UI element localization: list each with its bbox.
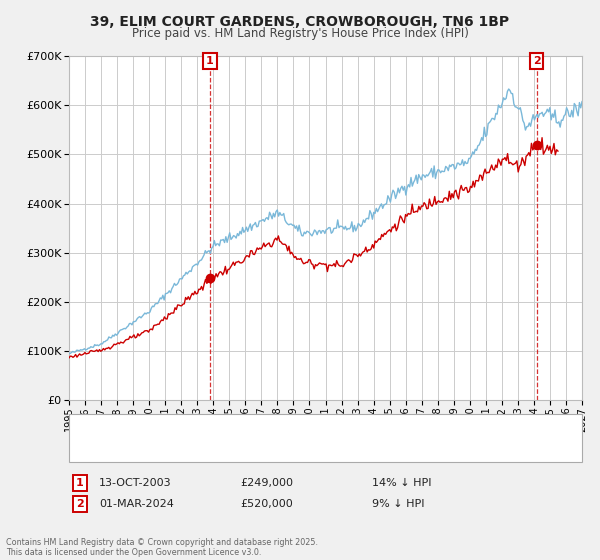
Text: Price paid vs. HM Land Registry's House Price Index (HPI): Price paid vs. HM Land Registry's House …	[131, 27, 469, 40]
Text: 1: 1	[76, 478, 83, 488]
Text: £520,000: £520,000	[240, 499, 293, 509]
Text: 9% ↓ HPI: 9% ↓ HPI	[372, 499, 425, 509]
Text: Contains HM Land Registry data © Crown copyright and database right 2025.
This d: Contains HM Land Registry data © Crown c…	[6, 538, 318, 557]
Text: 39, ELIM COURT GARDENS, CROWBOROUGH, TN6 1BP (detached house): 39, ELIM COURT GARDENS, CROWBOROUGH, TN6…	[114, 424, 491, 435]
Text: ————: ————	[81, 447, 131, 460]
Text: ————: ————	[81, 423, 131, 436]
Text: 39, ELIM COURT GARDENS, CROWBOROUGH, TN6 1BP: 39, ELIM COURT GARDENS, CROWBOROUGH, TN6…	[91, 15, 509, 29]
Text: 13-OCT-2003: 13-OCT-2003	[99, 478, 172, 488]
Text: 14% ↓ HPI: 14% ↓ HPI	[372, 478, 431, 488]
Text: HPI: Average price, detached house, Wealden: HPI: Average price, detached house, Weal…	[114, 449, 352, 459]
Text: 1: 1	[206, 56, 214, 66]
Text: 01-MAR-2024: 01-MAR-2024	[99, 499, 174, 509]
Text: £249,000: £249,000	[240, 478, 293, 488]
Text: 2: 2	[533, 56, 541, 66]
Text: 2: 2	[76, 499, 83, 509]
